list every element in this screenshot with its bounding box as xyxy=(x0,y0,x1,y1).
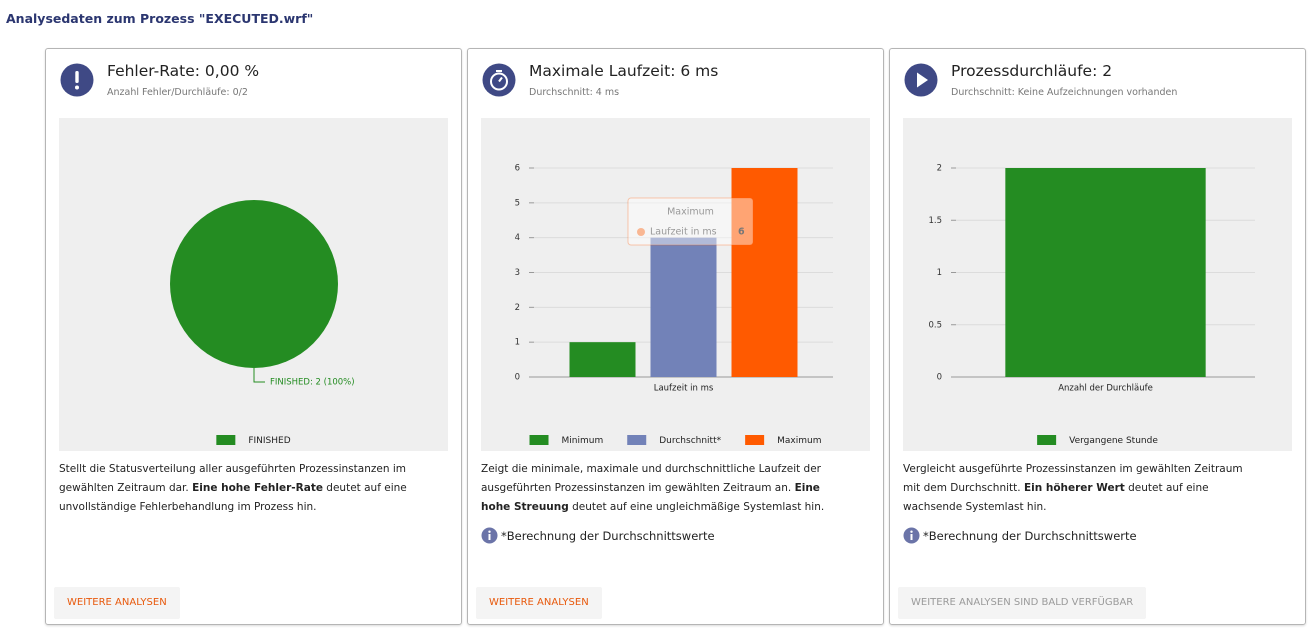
icon xyxy=(60,63,94,97)
legend: Minimum Durchschnitt* Maximum xyxy=(529,435,821,446)
card-subtitle: Anzahl Fehler/Durchläufe: 0/2 xyxy=(107,87,248,98)
note: *Berechnung der Durchschnittswerte xyxy=(903,527,1263,544)
y-tick-label: 2 xyxy=(515,303,520,313)
description: Vergleicht ausgeführte Prozessinstanzen … xyxy=(903,460,1263,517)
x-tick-label: Anzahl der Durchläufe xyxy=(1058,384,1153,394)
tooltip-dot xyxy=(637,228,645,236)
y-tick-label: 5 xyxy=(515,198,520,208)
y-tick-label: 2 xyxy=(937,164,942,174)
y-tick-label: 0 xyxy=(515,373,520,383)
bar xyxy=(650,237,717,377)
note: *Berechnung der Durchschnittswerte xyxy=(481,527,841,544)
description-emphasis: Ein höherer Wert xyxy=(1023,482,1125,494)
button[interactable]: WEITERE ANALYSEN xyxy=(54,587,180,619)
bar xyxy=(1005,168,1206,377)
bar xyxy=(731,168,798,377)
legend: Vergangene Stunde xyxy=(1037,435,1158,446)
info-icon xyxy=(481,527,498,544)
legend-swatch xyxy=(627,435,647,445)
card-subtitle: Durchschnitt: Keine Aufzeichnungen vorha… xyxy=(951,87,1178,98)
y-tick-label: 0.5 xyxy=(928,320,942,330)
description: Stellt die Statusverteilung aller ausgef… xyxy=(59,460,419,517)
y-tick-label: 4 xyxy=(515,233,520,243)
legend-swatch xyxy=(1037,435,1057,445)
description-text: Zeigt die minimale, maximale und durchsc… xyxy=(481,463,822,494)
tooltip xyxy=(627,197,754,246)
card: Prozessdurchläufe: 2 Durchschnitt: Keine… xyxy=(889,48,1306,625)
icon xyxy=(482,63,516,97)
icon xyxy=(904,63,938,97)
button[interactable]: WEITERE ANALYSEN xyxy=(476,587,602,619)
y-tick-label: 6 xyxy=(515,164,520,174)
description-text: deutet auf eine wachsende Systemlast hin… xyxy=(903,482,1209,513)
chart: FINISHED: 2 (100%) FINISHED xyxy=(59,118,448,451)
card-title: Prozessdurchläufe: 2 xyxy=(951,62,1113,80)
y-tick-label: 0 xyxy=(937,373,942,383)
pie-slice xyxy=(170,200,338,368)
card-subtitle: Durchschnitt: 4 ms xyxy=(529,87,620,98)
legend-swatch xyxy=(216,435,236,445)
tooltip-value: 6 xyxy=(738,227,745,238)
description-text: deutet auf eine unvollständige Fehlerbeh… xyxy=(59,482,407,513)
card: Fehler-Rate: 0,00 % Anzahl Fehler/Durchl… xyxy=(45,48,462,625)
legend-label: Minimum xyxy=(562,436,604,446)
description-text: deutet auf eine ungleichmäßige Systemlas… xyxy=(568,501,825,513)
description-text: Vergleicht ausgeführte Prozessinstanzen … xyxy=(903,463,1243,494)
legend: FINISHED xyxy=(216,435,291,446)
chart: 0 0.5 1 1.5 2 Anzahl der Durchläufe Vergangene… xyxy=(903,118,1292,451)
legend-swatch xyxy=(745,435,765,445)
label-line xyxy=(253,368,265,383)
tooltip-title: Maximum xyxy=(667,207,714,218)
y-tick-label: 1 xyxy=(515,338,520,348)
y-tick-label: 3 xyxy=(515,268,520,278)
description-emphasis: Eine hohe Streuung xyxy=(481,482,820,513)
card-title: Maximale Laufzeit: 6 ms xyxy=(529,62,719,80)
legend-swatch xyxy=(529,435,549,445)
legend-label: Durchschnitt* xyxy=(659,436,721,446)
note-text: *Berechnung der Durchschnittswerte xyxy=(501,528,715,543)
bar xyxy=(569,342,636,377)
data-label: FINISHED: 2 (100%) xyxy=(270,378,355,388)
info-icon xyxy=(903,527,920,544)
legend-label: Maximum xyxy=(777,436,821,446)
x-tick-label: Laufzeit in ms xyxy=(654,384,714,394)
description-emphasis: Eine hohe Fehler-Rate xyxy=(192,482,323,494)
y-tick-label: 1 xyxy=(937,268,942,278)
note-text: *Berechnung der Durchschnittswerte xyxy=(923,528,1137,543)
button: WEITERE ANALYSEN SIND BALD VERFÜGBAR xyxy=(898,587,1147,619)
description-text: Stellt die Statusverteilung aller ausgef… xyxy=(59,463,406,494)
legend-label: Vergangene Stunde xyxy=(1069,436,1158,446)
y-tick-label: 1.5 xyxy=(928,216,942,226)
card-title: Fehler-Rate: 0,00 % xyxy=(107,62,260,80)
description: Zeigt die minimale, maximale und durchsc… xyxy=(481,460,841,517)
chart: 0 1 2 3 4 5 6 Laufzeit in ms Maximum Laufzeit in … xyxy=(481,118,870,451)
tooltip-label: Laufzeit in ms xyxy=(650,227,717,238)
page-title: Analysedaten zum Prozess "EXECUTED.wrf" xyxy=(6,11,314,26)
card: Maximale Laufzeit: 6 ms Durchschnitt: 4 … xyxy=(467,48,884,625)
legend-label: FINISHED xyxy=(248,436,290,446)
